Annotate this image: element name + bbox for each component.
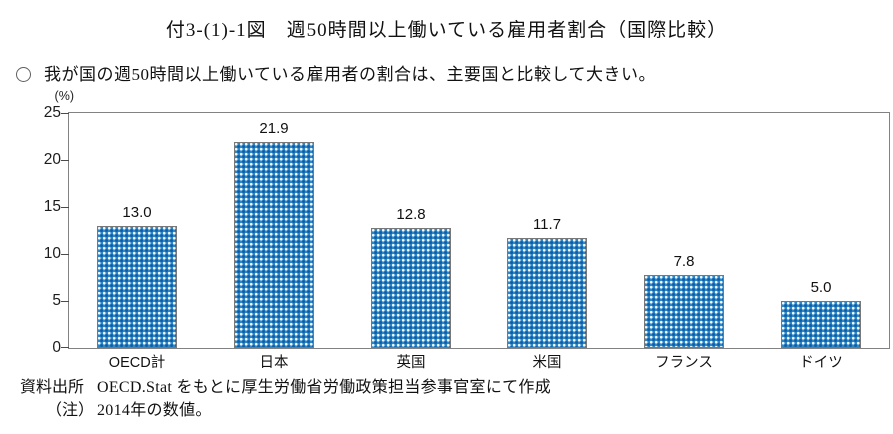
y-axis-tick-label: 0: [52, 339, 61, 356]
bar-value-label: 13.0: [122, 204, 152, 221]
x-axis-category-label: フランス: [655, 355, 713, 371]
source-label: 資料出所: [20, 379, 85, 396]
bar-value-label: 5.0: [810, 279, 832, 296]
bar-value-label: 12.8: [396, 206, 426, 223]
figure-title: 付3-(1)-1図 週50時間以上働いている雇用者割合（国際比較）: [165, 20, 728, 41]
note-text: 2014年の数値。: [97, 402, 212, 419]
x-axis-category-label: 米国: [532, 355, 562, 371]
y-axis-tick: [61, 301, 69, 302]
x-axis-category-label: 日本: [259, 355, 289, 371]
y-axis-tick-label: 20: [43, 151, 61, 168]
y-axis-tick: [61, 207, 69, 208]
y-axis-tick-label: 5: [52, 292, 61, 309]
note-label: （注）: [45, 402, 94, 419]
bar: [371, 228, 451, 348]
y-axis-tick: [61, 254, 69, 255]
bar: [781, 301, 861, 348]
bar: [234, 142, 314, 348]
summary-row: 我が国の週50時間以上働いている雇用者の割合は、主要国と比較して大きい。: [16, 60, 876, 85]
y-axis-tick: [61, 160, 69, 161]
y-axis-tick: [61, 113, 69, 114]
source-text: OECD.Stat をもとに厚生労働省労働政策担当参事官室にて作成: [97, 379, 552, 396]
bar-value-label: 11.7: [532, 216, 562, 233]
y-axis-tick: [61, 347, 69, 348]
y-axis-unit-label: (%): [54, 89, 74, 103]
bar-value-label: 21.9: [259, 120, 289, 137]
y-axis-tick-label: 15: [43, 198, 61, 215]
bar: [644, 275, 724, 348]
bullet-circle-icon: [16, 67, 31, 83]
plot-area: 0 5 10 15 20 25 13.0 OECD計 21.9 日本 12.8 英国 11.7 米国 7.8…: [44, 104, 890, 371]
y-axis-tick-label: 10: [43, 245, 61, 262]
bar-value-label: 7.8: [673, 253, 695, 270]
x-axis-category-label: 英国: [396, 355, 426, 371]
bar: [97, 226, 177, 348]
bar: [507, 238, 587, 348]
x-axis-category-label: OECD計: [108, 355, 166, 371]
summary-text: 我が国の週50時間以上働いている雇用者の割合は、主要国と比較して大きい。: [44, 65, 656, 84]
x-axis-category-label: ドイツ: [799, 355, 843, 371]
y-axis-tick-label: 25: [43, 104, 61, 121]
